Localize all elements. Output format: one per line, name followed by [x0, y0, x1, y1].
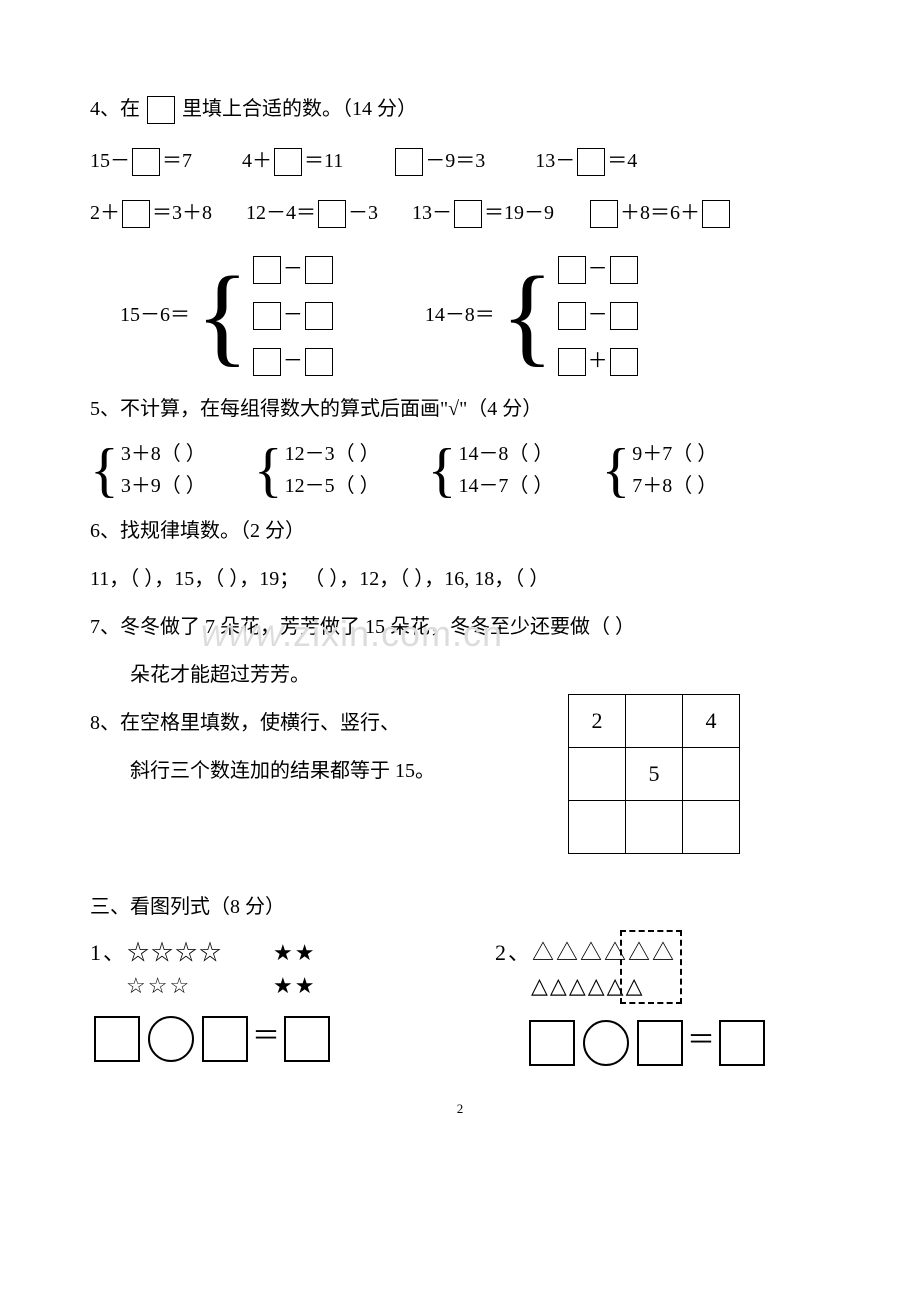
brace-icon: {: [501, 266, 554, 365]
blank-box[interactable]: [305, 256, 333, 284]
star-icon: ☆☆☆: [126, 973, 191, 998]
q6-seq: 11，（ ），15，（ ），19； （ ），12，（ ），16, 18，（ ）: [90, 560, 830, 598]
q4-title: 4、在 里填上合适的数。（14 分）: [90, 90, 830, 128]
q4-title-a: 4、在: [90, 98, 140, 120]
brace-icon: {: [601, 446, 630, 494]
blank-box[interactable]: [274, 148, 302, 176]
eq: 15－＝7: [90, 142, 192, 180]
expr: 12－5（ ）: [285, 470, 380, 502]
blank-box[interactable]: [94, 1016, 140, 1062]
expr: 3＋9（ ）: [121, 470, 206, 502]
star-icon: ☆☆☆☆: [127, 940, 223, 965]
sec3-body: 1、☆☆☆☆ ☆☆☆ ★★ ★★ ＝ 2、△△△△△△ △△△△△△ ＝: [90, 936, 830, 1067]
q4-row2: 2＋＝3＋8 12－4＝－3 13－＝19－9 ＋8＝6＋: [90, 194, 830, 232]
blank-box[interactable]: [318, 200, 346, 228]
brace-1: 15－6＝ { － － －: [120, 250, 335, 380]
blank-box[interactable]: [284, 1016, 330, 1062]
brace-icon: {: [428, 446, 457, 494]
eq: 13－＝19－9: [412, 194, 554, 232]
blank-box[interactable]: [558, 348, 586, 376]
brace-icon: {: [254, 446, 283, 494]
q4-braces: 15－6＝ { － － － 14－8＝ { － － ＋: [120, 250, 830, 380]
eq: ＋8＝6＋: [588, 194, 732, 232]
blank-box[interactable]: [590, 200, 618, 228]
expr: 14－8（ ）: [458, 438, 553, 470]
expr: 9＋7（ ）: [632, 438, 717, 470]
p1-label: 1、: [90, 940, 127, 965]
blank-box[interactable]: [610, 256, 638, 284]
cell[interactable]: [569, 748, 626, 801]
cell[interactable]: [683, 748, 740, 801]
brace-lhs: 14－8＝: [425, 296, 495, 334]
blank-box[interactable]: [132, 148, 160, 176]
problem-1: 1、☆☆☆☆ ☆☆☆ ★★ ★★ ＝: [90, 936, 425, 1063]
q7-line1: 7、冬冬做了 7 朵花，芳芳做了 15 朵花，冬冬至少还要做（ ）: [90, 608, 830, 646]
problem-2: 2、△△△△△△ △△△△△△ ＝: [495, 936, 830, 1067]
expr: 14－7（ ）: [458, 470, 553, 502]
blank-box[interactable]: [305, 302, 333, 330]
blank-box[interactable]: [558, 302, 586, 330]
blank-box[interactable]: [529, 1020, 575, 1066]
star-filled-icon: ★★: [273, 969, 316, 1002]
cell[interactable]: [569, 801, 626, 854]
blank-box[interactable]: [253, 302, 281, 330]
blank-box[interactable]: [122, 200, 150, 228]
page-number: 2: [90, 1097, 830, 1122]
expr: 3＋8（ ）: [121, 438, 206, 470]
blank-box[interactable]: [395, 148, 423, 176]
blank-box[interactable]: [719, 1020, 765, 1066]
blank-box[interactable]: [253, 348, 281, 376]
magic-square: 2 4 5: [568, 694, 740, 854]
blank-circle[interactable]: [583, 1020, 629, 1066]
blank-box[interactable]: [253, 256, 281, 284]
dashed-selection: [620, 930, 682, 1004]
equation: ＝: [525, 1014, 830, 1067]
equation: ＝: [90, 1010, 425, 1063]
blank-box[interactable]: [577, 148, 605, 176]
cell[interactable]: [626, 801, 683, 854]
cell[interactable]: 2: [569, 695, 626, 748]
eq: 12－4＝－3: [246, 194, 378, 232]
blank-box[interactable]: [637, 1020, 683, 1066]
q4-title-b: 里填上合适的数。（14 分）: [182, 98, 417, 120]
blank-box[interactable]: [454, 200, 482, 228]
blank-box[interactable]: [305, 348, 333, 376]
blank-box[interactable]: [558, 256, 586, 284]
eq: 2＋＝3＋8: [90, 194, 212, 232]
blank-box[interactable]: [702, 200, 730, 228]
box-icon: [147, 96, 175, 124]
cell[interactable]: [683, 801, 740, 854]
brace-icon: {: [90, 446, 119, 494]
blank-box[interactable]: [202, 1016, 248, 1062]
sec3-title: 三、看图列式（8 分）: [90, 888, 830, 926]
q4-row1: 15－＝7 4＋＝11 －9＝3 13－＝4: [90, 142, 830, 180]
blank-circle[interactable]: [148, 1016, 194, 1062]
cell[interactable]: [626, 695, 683, 748]
star-filled-icon: ★★: [273, 936, 316, 969]
blank-box[interactable]: [610, 302, 638, 330]
q7-line2: 朵花才能超过芳芳。: [130, 656, 830, 694]
brace-icon: {: [196, 266, 249, 365]
cell[interactable]: 4: [683, 695, 740, 748]
blank-box[interactable]: [610, 348, 638, 376]
brace-2: 14－8＝ { － － ＋: [425, 250, 640, 380]
eq: －9＝3: [393, 142, 485, 180]
cell[interactable]: 5: [626, 748, 683, 801]
q6-title: 6、找规律填数。（2 分）: [90, 512, 830, 550]
q5-title: 5、不计算，在每组得数大的算式后面画"√"（4 分）: [90, 390, 830, 428]
expr: 7＋8（ ）: [632, 470, 717, 502]
brace-lhs: 15－6＝: [120, 296, 190, 334]
q5-pairs: {3＋8（ ）3＋9（ ） {12－3（ ）12－5（ ） {14－8（ ）14…: [90, 438, 830, 502]
eq: 13－＝4: [535, 142, 637, 180]
eq: 4＋＝11: [242, 142, 343, 180]
p2-label: 2、: [495, 940, 532, 965]
expr: 12－3（ ）: [285, 438, 380, 470]
